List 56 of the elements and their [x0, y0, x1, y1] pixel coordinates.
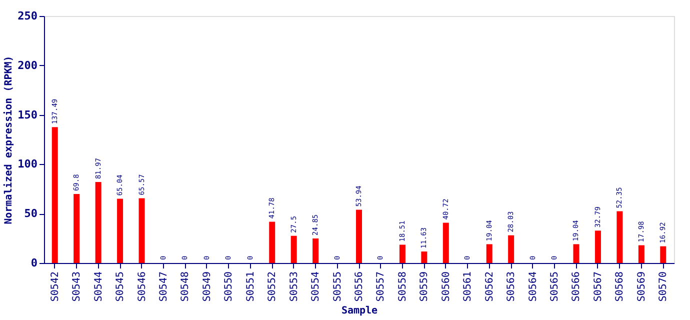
- x-tick-label: S0549: [202, 272, 213, 302]
- x-tick-label: S0560: [440, 272, 452, 302]
- x-tick-label: S0555: [332, 272, 344, 302]
- x-tick-label: S0545: [115, 272, 126, 302]
- bar: [312, 238, 319, 263]
- x-tick-label: S0551: [245, 272, 256, 302]
- x-tick-label: S0546: [136, 272, 148, 302]
- bar: [290, 236, 297, 263]
- bar: [356, 210, 362, 263]
- x-tick-label: S0552: [267, 272, 278, 302]
- x-tick-label: S0544: [93, 272, 104, 302]
- x-tick-label: S0557: [376, 272, 387, 302]
- x-tick-label: S0561: [462, 272, 474, 302]
- bar: [573, 244, 580, 263]
- x-tick-label: S0550: [224, 272, 235, 302]
- y-tick-label: 100: [18, 158, 38, 171]
- bar: [138, 198, 145, 263]
- bar: [638, 245, 644, 263]
- y-tick-label: 150: [18, 108, 38, 122]
- bar: [486, 244, 492, 263]
- bar: [399, 244, 406, 263]
- y-axis-title: Normalized expression (RPKM): [2, 56, 15, 224]
- x-tick-label: S0543: [72, 272, 83, 302]
- y-tick-label: 50: [24, 207, 38, 220]
- x-tick-label: S0562: [484, 272, 496, 302]
- bar: [52, 127, 58, 263]
- x-tick-label: S0566: [571, 272, 582, 302]
- x-tick-label: S0563: [506, 272, 518, 302]
- x-tick-label: S0559: [419, 272, 430, 302]
- x-axis-title: Sample: [341, 306, 378, 317]
- x-tick-label: S0542: [50, 272, 61, 302]
- x-tick-label: S0553: [288, 272, 300, 302]
- bar: [95, 182, 102, 263]
- x-tick-label: S0567: [592, 272, 604, 302]
- bar: [508, 235, 514, 263]
- x-tick-label: S0558: [397, 272, 408, 302]
- x-tick-label: S0548: [180, 272, 192, 302]
- bar: [421, 252, 428, 263]
- bar: [442, 222, 449, 263]
- x-tick-label: S0570: [658, 272, 670, 302]
- x-tick-label: S0568: [614, 272, 626, 302]
- bar: [616, 211, 623, 263]
- bar: [117, 198, 124, 263]
- bar: [269, 222, 276, 263]
- bar: [660, 246, 666, 263]
- y-tick-label: 200: [18, 58, 38, 72]
- x-tick-label: S0554: [310, 272, 322, 302]
- x-tick-label: S0547: [158, 272, 170, 302]
- y-tick-label: 250: [18, 10, 38, 22]
- y-tick-label: 0: [30, 256, 38, 270]
- bar: [74, 194, 80, 263]
- x-tick-label: S0564: [528, 272, 539, 302]
- x-tick-label: S0565: [550, 272, 561, 302]
- bar: [594, 230, 601, 263]
- x-tick-label: S0556: [354, 272, 365, 302]
- x-tick-label: S0569: [636, 272, 648, 302]
